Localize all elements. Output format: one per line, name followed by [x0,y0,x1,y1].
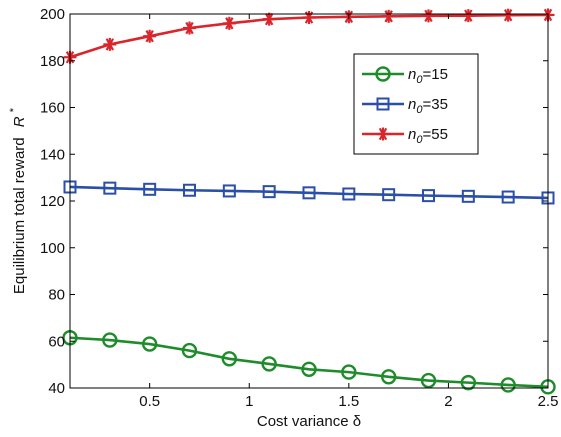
legend-label-sub: 0 [416,104,423,116]
data-point-n0=55-11 [501,8,515,22]
y-tick-label: 60 [48,333,65,350]
y-tick-label: 180 [40,53,65,70]
legend-label-base: n [408,96,416,113]
legend-label-sub: 0 [416,74,423,86]
x-tick-label: 2 [444,393,452,410]
data-point-n0=35-6 [302,186,316,200]
y-tick-label: 140 [40,146,65,163]
y-tick-label: 200 [40,6,65,23]
data-point-n0=15-5 [261,356,277,372]
data-point-n0=55-3 [183,21,196,35]
data-point-n0=15-8 [380,369,397,385]
data-point-n0=55-1 [103,37,117,51]
data-point-n0=55-8 [382,9,396,23]
data-point-n0=35-4 [222,184,236,198]
y-tick-label: 40 [48,380,65,397]
data-point-n0=55-2 [143,29,157,43]
data-point-n0=55-4 [222,16,236,30]
x-tick-label: 0.5 [139,393,160,410]
data-point-n0=35-5 [262,185,276,199]
y-axis-title-main: Equilibrium total reward [11,137,28,294]
y-axis-title-superscript: * [8,107,20,112]
series-line-n0=15 [69,336,549,389]
y-tick-label: 80 [48,287,65,304]
legend-label: n0=15 [408,66,448,86]
data-point-n0=15-11 [500,377,516,393]
data-point-n0=15-3 [181,342,198,359]
data-point-n0=15-7 [341,364,357,380]
data-point-n0=15-1 [102,332,118,348]
data-point-n0=15-6 [301,361,317,377]
legend-marker [376,127,390,141]
y-tick-label: 160 [40,100,65,117]
data-point-n0=55-5 [262,12,276,26]
legend-marker [375,66,391,82]
data-point-n0=15-4 [221,351,238,367]
legend-label: n0=55 [408,126,448,146]
legend-label-base: n [408,66,416,83]
y-axis-title-symbol: R [11,116,28,127]
data-point-n0=35-2 [143,182,157,196]
y-tick-label: 120 [40,193,65,210]
data-point-n0=55-10 [461,9,475,23]
y-tick-label: 100 [40,240,65,257]
data-point-n0=35-8 [382,188,396,202]
legend-item-n0=15: n0=15 [362,66,448,86]
legend-label-sub: 0 [416,134,423,146]
legend-label-value: =55 [422,126,447,143]
data-point-n0=35-1 [103,181,117,195]
data-point-n0=35-3 [183,183,196,197]
data-point-n0=15-2 [141,336,158,352]
data-point-n0=15-10 [460,374,477,391]
plot-frame [69,13,549,389]
legend-label-base: n [408,126,416,143]
x-tick-label: 1.5 [338,393,359,410]
legend-label: n0=35 [408,96,448,116]
data-point-n0=15-9 [420,372,437,389]
legend-marker [376,97,390,111]
legend-item-n0=55: n0=55 [362,126,448,146]
data-point-n0=55-9 [422,9,435,23]
legend-item-n0=35: n0=35 [362,96,448,116]
legend-label-value: =35 [422,96,447,113]
x-tick-label: 2.5 [538,393,559,410]
legend-label-value: =15 [422,66,447,83]
y-axis-title: Equilibrium total reward R * [8,107,28,294]
x-tick-label: 1 [245,393,253,410]
data-point-n0=35-10 [461,189,475,203]
series-line-n0=35 [69,185,549,200]
data-point-n0=35-7 [342,187,356,201]
data-point-n0=35-9 [422,189,435,203]
data-point-n0=35-11 [501,190,515,204]
x-axis-title: Cost variance δ [257,413,361,430]
